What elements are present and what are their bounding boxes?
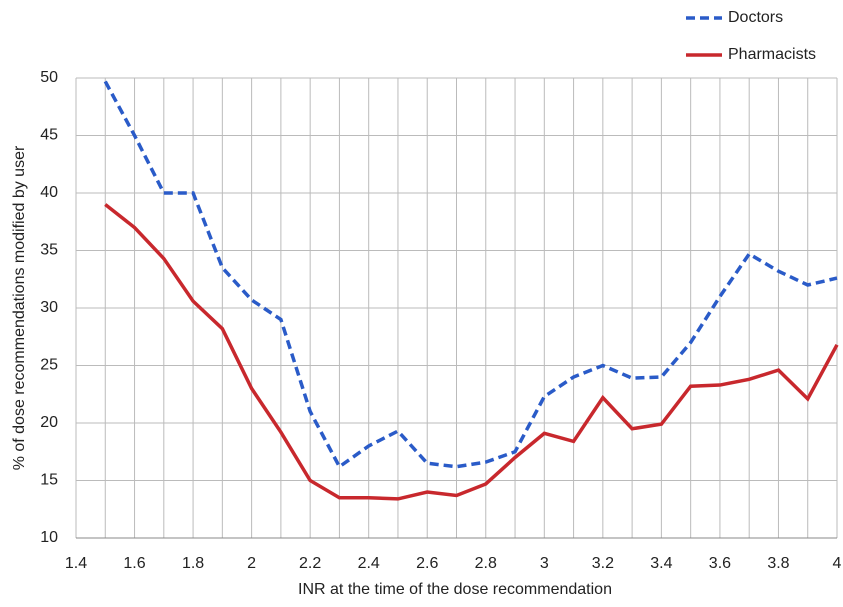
y-tick-label: 10 — [40, 529, 58, 546]
x-tick-label: 3.8 — [767, 555, 789, 572]
y-tick-label: 40 — [40, 184, 58, 201]
x-tick-label: 1.8 — [182, 555, 204, 572]
x-axis-label: INR at the time of the dose recommendati… — [298, 581, 612, 598]
x-tick-label: 1.4 — [65, 555, 87, 572]
y-tick-label: 25 — [40, 357, 58, 374]
x-tick-label: 2.2 — [299, 555, 321, 572]
y-tick-label: 30 — [40, 299, 58, 316]
y-axis-label: % of dose recommendations modified by us… — [11, 145, 28, 470]
data-line — [103, 80, 838, 470]
x-tick-label: 4 — [833, 555, 842, 572]
x-tick-label: 2.6 — [416, 555, 438, 572]
y-tick-label: 20 — [40, 414, 58, 431]
data-line — [104, 203, 839, 501]
y-tick-label: 35 — [40, 242, 58, 259]
x-tick-label: 3 — [540, 555, 549, 572]
legend-label: Pharmacists — [728, 46, 816, 63]
x-tick-label: 2 — [247, 555, 256, 572]
x-tick-label: 2.4 — [358, 555, 380, 572]
y-tick-label: 15 — [40, 472, 58, 489]
x-tick-label: 2.8 — [475, 555, 497, 572]
legend-label: Doctors — [728, 9, 783, 26]
x-tick-label: 3.2 — [592, 555, 614, 572]
y-tick-label: 45 — [40, 127, 58, 144]
x-tick-label: 3.4 — [650, 555, 672, 572]
y-tick-label: 50 — [40, 69, 58, 86]
x-tick-label: 3.6 — [709, 555, 731, 572]
x-tick-label: 1.6 — [123, 555, 145, 572]
